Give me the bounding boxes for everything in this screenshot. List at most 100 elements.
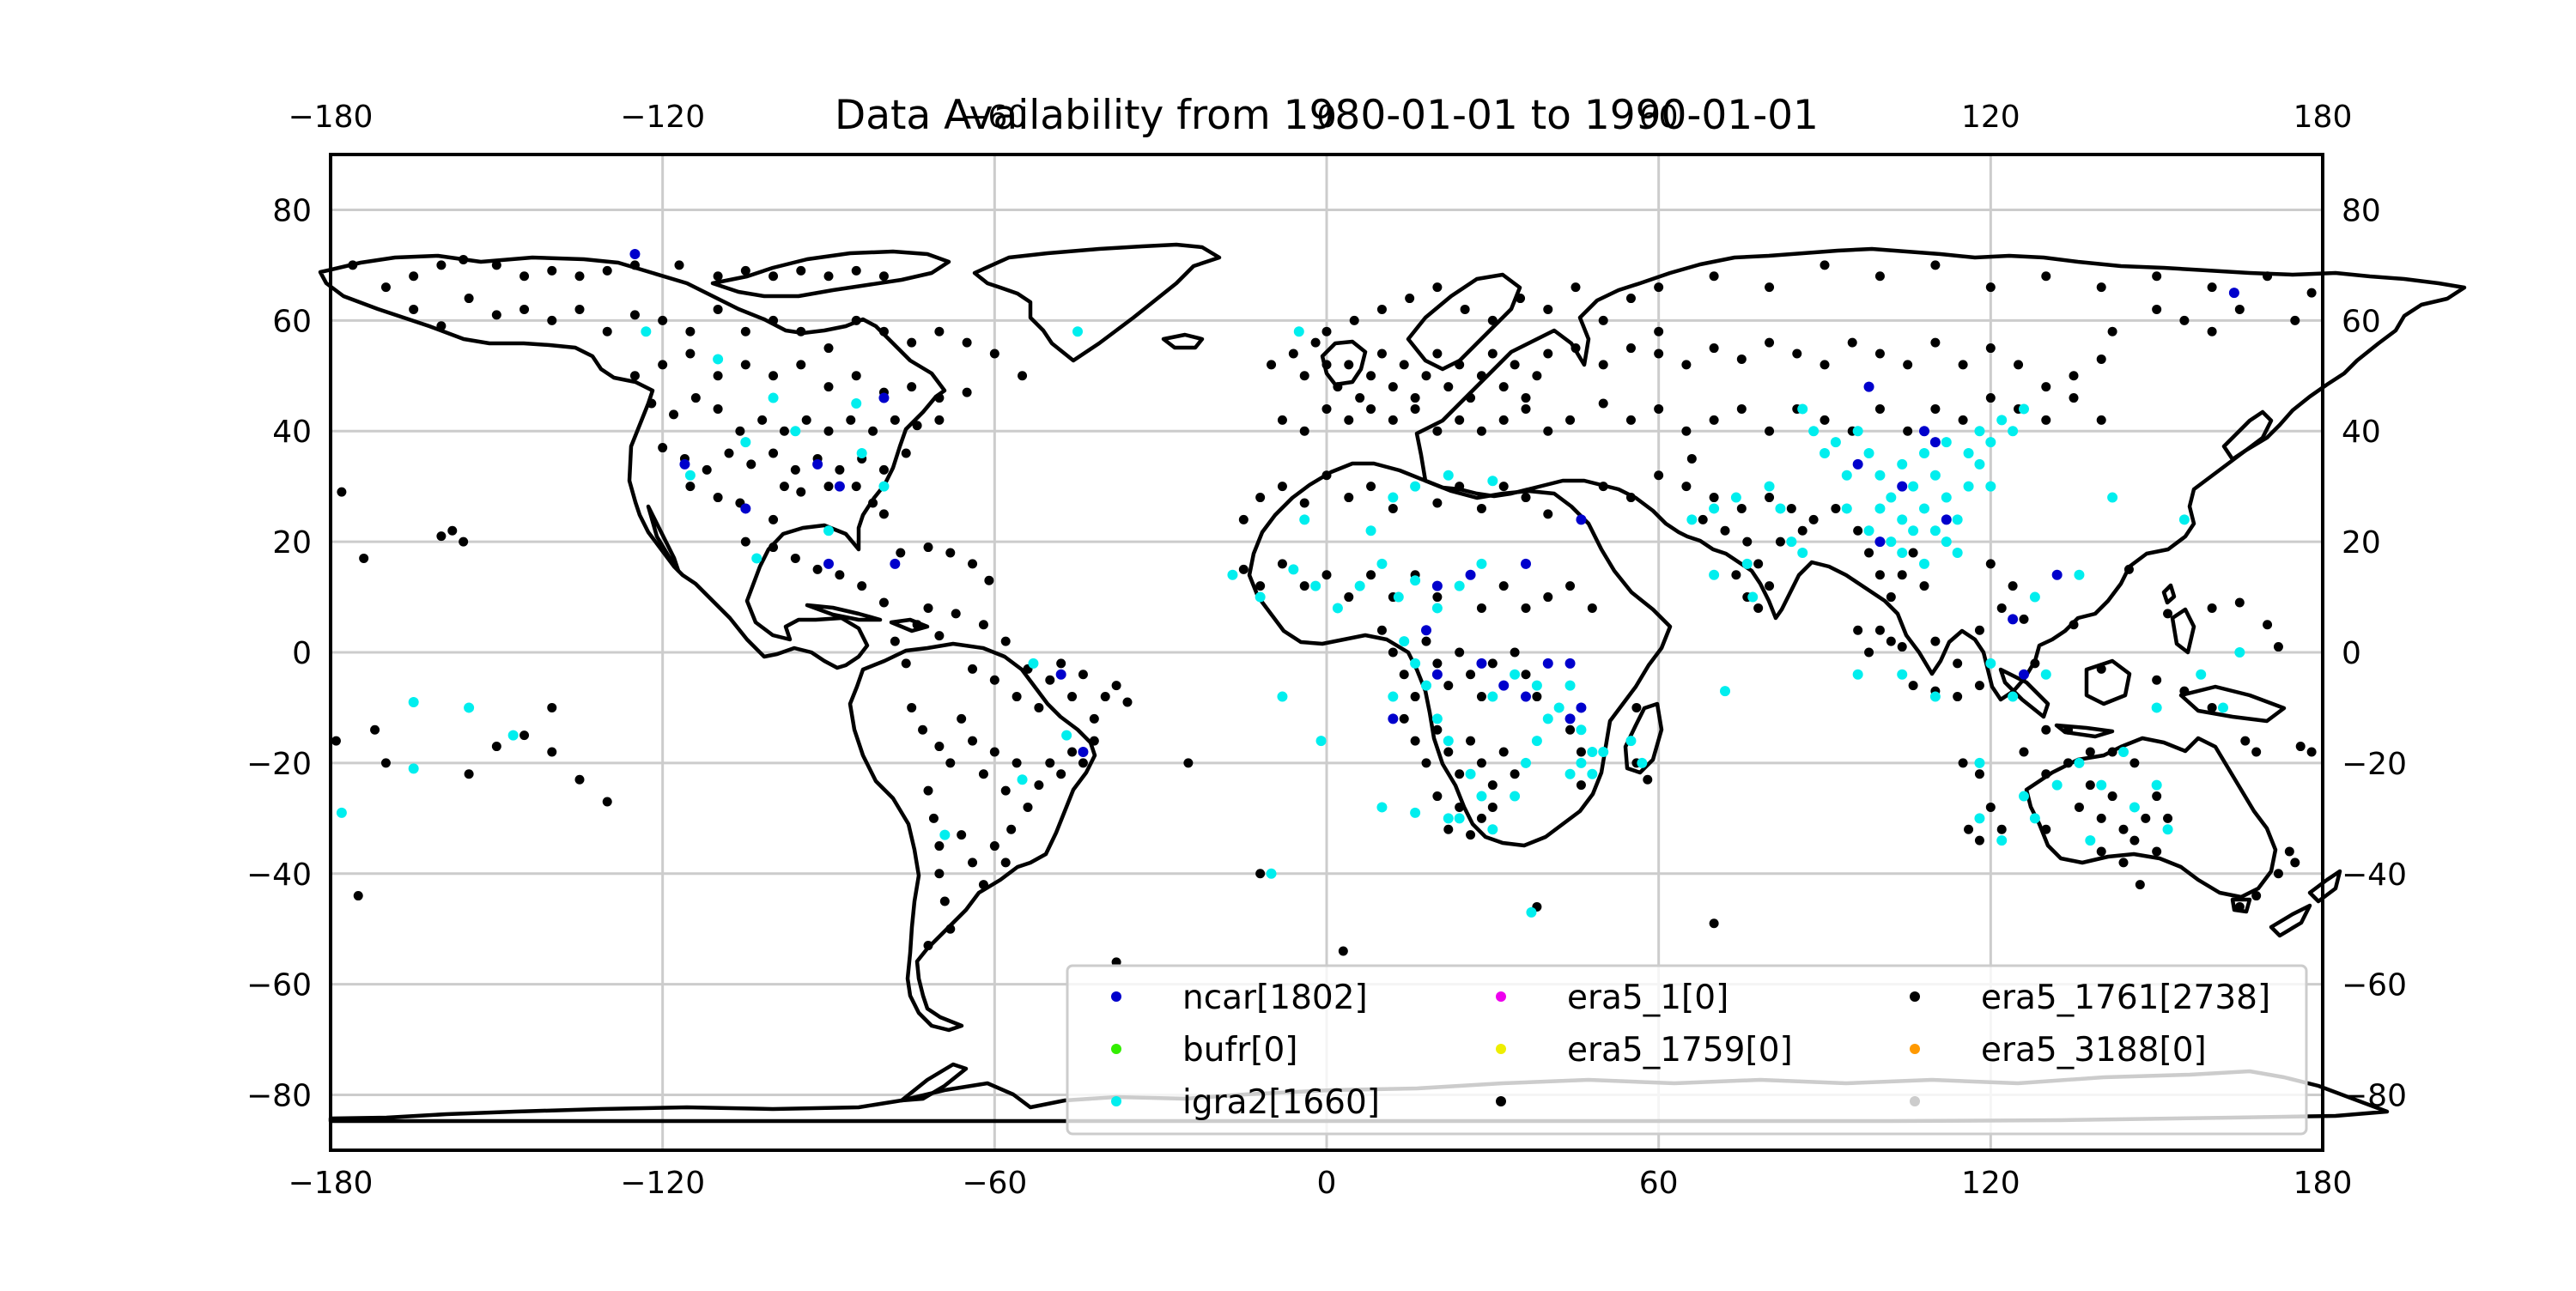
station-point: [1974, 681, 1984, 691]
station-point: [1432, 724, 1443, 735]
station-point: [1741, 558, 1753, 569]
station-point: [1443, 736, 1454, 747]
station-point: [1765, 493, 1775, 503]
station-point: [1421, 680, 1431, 691]
station-point: [1455, 647, 1465, 658]
station-point: [1410, 692, 1420, 702]
station-point: [1516, 294, 1526, 304]
station-point: [1996, 835, 2008, 846]
station-point: [1355, 393, 1365, 403]
station-point: [890, 415, 900, 425]
station-point: [1443, 813, 1454, 824]
station-point: [713, 493, 723, 503]
station-point: [1598, 315, 1608, 325]
station-point: [2251, 747, 2262, 757]
station-point: [1089, 713, 1099, 724]
legend-marker: [1496, 1096, 1506, 1106]
station-point: [1908, 681, 1918, 691]
station-point: [2019, 614, 2029, 624]
station-point: [685, 349, 696, 359]
station-point: [945, 924, 956, 934]
station-point: [1820, 415, 1830, 425]
station-point: [464, 294, 474, 304]
station-point: [491, 260, 501, 270]
station-point: [2107, 747, 2117, 757]
station-point: [1908, 548, 1918, 558]
station-point: [713, 271, 723, 282]
station-point: [1874, 503, 1886, 514]
station-point: [1476, 558, 1487, 569]
station-point: [1388, 647, 1398, 658]
legend-label: bufr[0]: [1182, 1031, 1297, 1070]
station-point: [978, 880, 988, 890]
station-point: [1255, 581, 1266, 591]
y-tick-label-left: 60: [272, 304, 312, 339]
station-point: [1897, 514, 1908, 525]
station-point: [2041, 769, 2051, 779]
station-point: [957, 713, 967, 724]
station-point: [1897, 642, 1907, 652]
station-point: [2029, 591, 2040, 603]
station-point: [878, 392, 890, 403]
y-tick-label-right: 60: [2342, 304, 2381, 339]
station-point: [1521, 558, 1531, 569]
station-point: [1455, 415, 1465, 425]
station-point: [1100, 692, 1110, 702]
legend-label: igra2[1660]: [1182, 1083, 1380, 1122]
station-point: [1487, 802, 1498, 812]
station-point: [1841, 503, 1852, 514]
station-point: [1421, 636, 1431, 646]
station-point: [1974, 835, 1984, 846]
station-point: [2019, 791, 2029, 802]
station-point: [547, 702, 557, 712]
station-point: [1510, 791, 1521, 802]
station-point: [1443, 681, 1454, 691]
station-point: [1487, 691, 1498, 702]
station-point: [1847, 337, 1857, 348]
y-tick-label-left: −60: [246, 968, 312, 1003]
station-point: [1454, 580, 1465, 591]
station-point: [1919, 558, 1929, 569]
station-point: [928, 813, 939, 823]
station-point: [1432, 658, 1443, 669]
station-point: [1293, 326, 1304, 337]
x-tick-label-top: −60: [962, 100, 1027, 135]
y-tick-label-right: 80: [2342, 193, 2381, 228]
legend-marker: [1910, 1096, 1920, 1106]
station-point: [658, 315, 668, 325]
station-point: [1958, 758, 1968, 768]
station-point: [1376, 558, 1388, 569]
station-point: [409, 271, 419, 282]
station-point: [1432, 282, 1443, 293]
station-point: [1974, 757, 1985, 768]
station-point: [370, 724, 380, 735]
station-point: [1487, 476, 1498, 487]
station-point: [1532, 692, 1542, 702]
station-point: [1543, 509, 1553, 519]
station-point: [1526, 906, 1537, 918]
station-point: [1747, 591, 1759, 603]
station-point: [1521, 670, 1531, 680]
station-point: [409, 304, 419, 314]
station-point: [574, 304, 585, 314]
station-point: [1564, 713, 1576, 724]
station-point: [1709, 918, 1719, 929]
x-tick-label-bottom: 180: [2293, 1166, 2353, 1201]
station-point: [1277, 415, 1287, 425]
station-point: [2029, 813, 2040, 824]
station-point: [1431, 603, 1443, 614]
station-point: [907, 337, 917, 348]
station-point: [1376, 349, 1387, 359]
station-point: [1531, 736, 1542, 747]
station-point: [1753, 603, 1764, 613]
station-point: [1730, 492, 1741, 503]
station-point: [851, 482, 861, 492]
legend-label: era5_1[0]: [1567, 979, 1728, 1017]
station-point: [1576, 702, 1587, 713]
station-point: [907, 382, 917, 392]
station-point: [1964, 824, 1974, 834]
station-point: [1498, 747, 1509, 757]
station-point: [846, 415, 856, 425]
station-point: [684, 470, 696, 481]
station-point: [1919, 426, 1929, 437]
